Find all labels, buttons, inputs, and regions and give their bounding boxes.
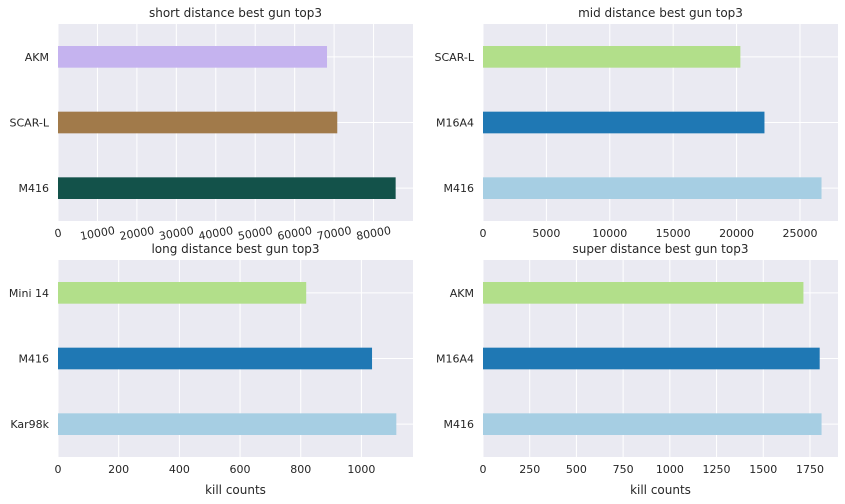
x-tick-label: 20000 [119,224,156,243]
x-tick-label: 15000 [656,227,691,240]
x-tick-label: 40000 [198,224,235,243]
y-tick-label: M16A4 [436,117,474,130]
y-tick-label: SCAR-L [10,117,50,130]
x-axis-label: kill counts [205,483,266,497]
x-tick-label: 800 [290,463,311,476]
x-tick-label: 600 [230,463,251,476]
bar-scar-l [58,111,338,134]
subplot-title: long distance best gun top3 [151,242,319,256]
y-tick-label: AKM [25,51,49,64]
y-tick-label: M416 [444,182,475,195]
subplot-title: short distance best gun top3 [149,6,322,20]
bar-scar-l [483,45,741,68]
bar-m416 [483,413,822,436]
x-tick-label: 200 [108,463,129,476]
x-tick-label: 0 [55,463,62,476]
y-tick-label: M416 [444,418,475,431]
x-tick-label: 1500 [749,463,777,476]
x-tick-label: 50000 [237,224,274,243]
x-tick-label: 10000 [592,227,627,240]
y-tick-label: Kar98k [10,418,49,431]
subplot-2: 0 5000 10000 15000 20000 25000 M416 M16A4 SCAR-L… [435,6,838,240]
y-tick-label: Mini 14 [9,287,49,300]
x-tick-label: 500 [566,463,587,476]
bar-m416 [483,177,822,200]
x-tick-label: 5000 [532,227,560,240]
bar-mini-14 [58,281,307,304]
y-tick-label: M16A4 [436,353,474,366]
x-tick-label: 30000 [158,224,195,243]
x-tick-label: 60000 [276,224,313,243]
bar-akm [483,281,804,304]
subplot-3: 0 200 400 600 800 1000 Kar98k M416 Mini 14 long d… [9,242,413,497]
x-tick-label: 0 [480,227,487,240]
x-tick-label: 25000 [782,227,817,240]
bar-m416 [58,347,373,370]
x-tick-label: 0 [54,226,63,240]
x-tick-label: 0 [480,463,487,476]
bar-m16a4 [483,111,765,134]
x-tick-label: 1250 [703,463,731,476]
y-tick-label: M416 [19,182,50,195]
x-tick-label: 250 [519,463,540,476]
subplot-1: 0 10000 20000 30000 40000 50000 60000 70000 8000… [10,6,413,243]
bar-akm [58,45,328,68]
y-tick-label: AKM [450,287,474,300]
x-tick-label: 1000 [347,463,375,476]
bar-kar98k [58,413,397,436]
x-tick-label: 1000 [656,463,684,476]
x-tick-label: 70000 [316,224,353,243]
x-tick-label: 400 [169,463,190,476]
x-tick-label: 80000 [355,224,392,243]
subplot-4: 0 250 500 750 1000 1250 1500 1750 M416 M16A4 AKM su… [436,242,838,497]
x-tick-label: 1750 [796,463,824,476]
x-axis-label: kill counts [630,483,691,497]
subplot-title: mid distance best gun top3 [578,6,743,20]
x-tick-label: 10000 [79,224,116,243]
x-tick-label: 750 [613,463,634,476]
x-tick-label: 20000 [719,227,754,240]
bar-m416 [58,177,396,200]
y-tick-label: SCAR-L [435,51,475,64]
y-tick-label: M416 [19,353,50,366]
subplot-title: super distance best gun top3 [573,242,749,256]
bar-m16a4 [483,347,820,370]
